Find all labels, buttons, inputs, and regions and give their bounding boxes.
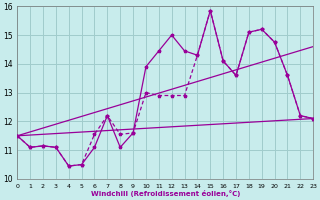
X-axis label: Windchill (Refroidissement éolien,°C): Windchill (Refroidissement éolien,°C) [91,190,240,197]
